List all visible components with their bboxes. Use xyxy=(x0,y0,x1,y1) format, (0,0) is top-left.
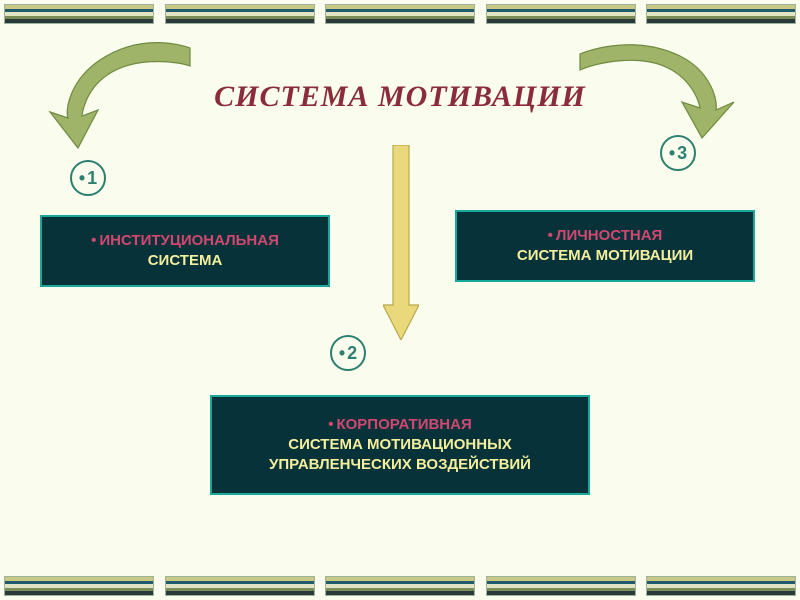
decor-stripe-top xyxy=(0,4,800,24)
card-corporate-line2: СИСТЕМА МОТИВАЦИОННЫХ xyxy=(288,435,512,455)
diagram-title: СИСТЕМА МОТИВАЦИИ xyxy=(0,80,800,114)
diagram-title-text: СИСТЕМА МОТИВАЦИИ xyxy=(214,80,586,113)
badge-2-label: 2 xyxy=(347,343,357,364)
card-personal-line1: ЛИЧНОСТНАЯ xyxy=(548,226,663,246)
card-corporate: КОРПОРАТИВНАЯ СИСТЕМА МОТИВАЦИОННЫХ УПРА… xyxy=(210,395,590,495)
down-arrow-icon xyxy=(383,145,419,340)
badge-1-label: 1 xyxy=(87,168,97,189)
card-personal-line2: СИСТЕМА МОТИВАЦИИ xyxy=(517,246,693,266)
badge-2: 2 xyxy=(330,335,366,371)
card-personal: ЛИЧНОСТНАЯ СИСТЕМА МОТИВАЦИИ xyxy=(455,210,755,282)
card-corporate-line1: КОРПОРАТИВНАЯ xyxy=(328,415,472,435)
badge-3: 3 xyxy=(660,135,696,171)
badge-1: 1 xyxy=(70,160,106,196)
card-institutional-line1: ИНСТИТУЦИОНАЛЬНАЯ xyxy=(91,231,279,251)
badge-3-label: 3 xyxy=(677,143,687,164)
card-institutional-line2: СИСТЕМА xyxy=(148,251,223,271)
decor-stripe-bottom xyxy=(0,576,800,596)
card-corporate-line3: УПРАВЛЕНЧЕСКИХ ВОЗДЕЙСТВИЙ xyxy=(269,455,531,475)
card-institutional: ИНСТИТУЦИОНАЛЬНАЯ СИСТЕМА xyxy=(40,215,330,287)
